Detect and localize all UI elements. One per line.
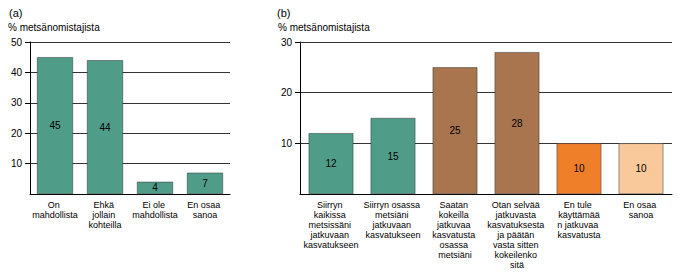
svg-text:sanoa: sanoa <box>193 210 218 220</box>
svg-text:kasvatusta: kasvatusta <box>557 230 600 240</box>
svg-text:En osaa: En osaa <box>623 200 659 210</box>
svg-text:metsiäni: metsiäni <box>438 250 472 260</box>
svg-text:osassa: osassa <box>439 240 470 250</box>
svg-text:Ei ole: Ei ole <box>142 200 167 210</box>
svg-text:40: 40 <box>11 67 23 78</box>
svg-text:kasvatukseen: kasvatukseen <box>303 240 358 250</box>
svg-text:kasvatuksesta: kasvatuksesta <box>487 220 547 230</box>
svg-text:10: 10 <box>281 138 293 149</box>
svg-text:12: 12 <box>325 158 337 169</box>
svg-text:metsissäni: metsissäni <box>308 220 353 230</box>
svg-text:15: 15 <box>387 151 399 162</box>
svg-text:% metsänomistajista: % metsänomistajista <box>8 22 100 33</box>
svg-text:30: 30 <box>11 97 23 108</box>
svg-text:jatkuvasta: jatkuvasta <box>494 210 538 220</box>
svg-text:(b): (b) <box>277 7 290 19</box>
svg-text:kokeilenko: kokeilenko <box>494 250 539 260</box>
svg-text:7: 7 <box>202 178 208 189</box>
svg-text:mahdollista: mahdollista <box>132 210 178 220</box>
svg-text:Otan selvää: Otan selvää <box>492 200 543 210</box>
svg-text:vasta sitten: vasta sitten <box>493 240 541 250</box>
svg-text:10: 10 <box>573 163 585 174</box>
svg-text:ja päätän: ja päätän <box>496 230 537 240</box>
svg-text:En tule: En tule <box>564 200 595 210</box>
svg-text:kaikissa: kaikissa <box>314 210 349 220</box>
svg-text:metsiäni: metsiäni <box>375 210 411 220</box>
svg-text:jollain: jollain <box>91 210 118 220</box>
svg-text:sitä: sitä <box>510 260 524 270</box>
svg-text:4: 4 <box>152 182 158 193</box>
svg-text:20: 20 <box>11 128 23 139</box>
svg-text:Siirryn: Siirryn <box>317 200 345 210</box>
svg-text:50: 50 <box>11 37 23 48</box>
svg-text:kasvatusta: kasvatusta <box>432 230 478 240</box>
svg-text:45: 45 <box>49 120 61 131</box>
svg-text:käyttämää: käyttämää <box>558 210 600 220</box>
svg-text:jatkuvaan: jatkuvaan <box>371 220 413 230</box>
svg-text:10: 10 <box>635 163 647 174</box>
svg-text:On: On <box>48 200 63 210</box>
svg-text:28: 28 <box>511 118 523 129</box>
svg-text:10: 10 <box>11 158 23 169</box>
svg-text:jatkuvaan: jatkuvaan <box>309 230 351 240</box>
svg-text:sanoa: sanoa <box>629 210 654 220</box>
svg-text:25: 25 <box>449 125 461 136</box>
svg-text:mahdollista: mahdollista <box>32 210 78 220</box>
svg-text:30: 30 <box>281 37 293 48</box>
svg-text:44: 44 <box>99 122 111 133</box>
svg-text:kohteilla: kohteilla <box>88 220 121 230</box>
svg-text:(a): (a) <box>9 7 22 19</box>
svg-text:20: 20 <box>281 87 293 98</box>
svg-text:Ehkä: Ehkä <box>93 200 116 210</box>
svg-text:En osaa: En osaa <box>187 200 223 210</box>
svg-text:Siirryn osassa: Siirryn osassa <box>363 200 422 210</box>
svg-text:% metsänomistajista: % metsänomistajista <box>278 22 370 33</box>
svg-text:kasvatukseen: kasvatukseen <box>365 230 420 240</box>
svg-text:kokeilla: kokeilla <box>439 210 472 220</box>
svg-text:jatkuvaa: jatkuvaa <box>436 220 473 230</box>
svg-text:Saatan: Saatan <box>439 200 470 210</box>
svg-text:n jatkuvaa: n jatkuvaa <box>557 220 601 230</box>
